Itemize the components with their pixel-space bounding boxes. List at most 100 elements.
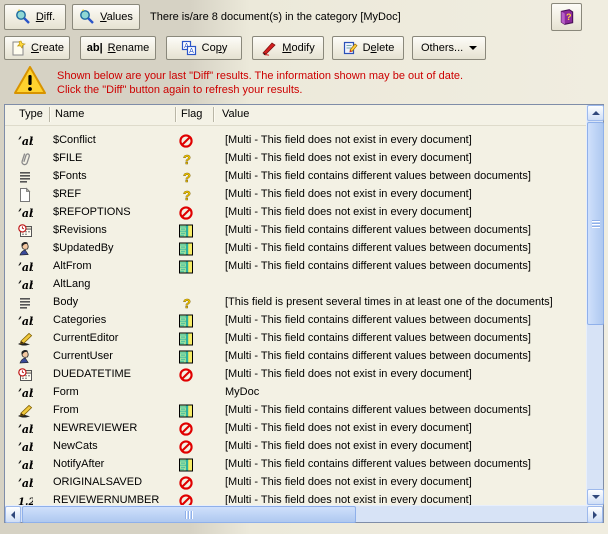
create-button[interactable]: Create bbox=[4, 36, 70, 60]
field-value: [Multi - This field contains different v… bbox=[225, 350, 531, 362]
text-field-icon bbox=[17, 385, 33, 401]
scroll-left-button[interactable] bbox=[5, 506, 21, 523]
red-pen-icon bbox=[261, 40, 277, 56]
field-value: [Multi - This field does not exist in ev… bbox=[225, 152, 472, 164]
text-field-icon bbox=[17, 457, 33, 473]
person-icon bbox=[17, 349, 33, 365]
field-name: Form bbox=[53, 386, 79, 398]
table-row[interactable]: AltFrom [Multi - This field contains dif… bbox=[5, 258, 586, 276]
table-row[interactable]: Categories [Multi - This field contains … bbox=[5, 312, 586, 330]
table-row[interactable]: Body [This field is present several time… bbox=[5, 294, 586, 312]
table-row[interactable]: $Conflict [Multi - This field does not e… bbox=[5, 132, 586, 150]
field-name: $Revisions bbox=[53, 224, 107, 236]
diff-button-label: Diff. bbox=[35, 11, 56, 23]
field-name: Categories bbox=[53, 314, 107, 326]
help-button[interactable] bbox=[551, 3, 582, 31]
table-row[interactable]: DUEDATETIME [Multi - This field does not… bbox=[5, 366, 586, 384]
field-name: ORIGINALSAVED bbox=[53, 476, 143, 488]
flag-different-icon bbox=[179, 314, 193, 328]
field-name: $Fonts bbox=[53, 170, 87, 182]
vertical-scrollbar[interactable] bbox=[586, 105, 604, 505]
text-list-icon bbox=[17, 169, 33, 185]
scroll-up-button[interactable] bbox=[587, 105, 604, 121]
warning-text: Shown below are your last "Diff" results… bbox=[57, 69, 597, 97]
table-row[interactable]: $Revisions [Multi - This field contains … bbox=[5, 222, 586, 240]
flag-different-icon bbox=[179, 242, 193, 256]
warning-icon bbox=[14, 66, 46, 95]
field-name: REVIEWERNUMBER bbox=[53, 494, 160, 505]
others-button-label: Others... bbox=[421, 42, 464, 54]
flag-missing-icon bbox=[179, 440, 193, 454]
flag-different-icon bbox=[179, 260, 193, 274]
field-name: Body bbox=[53, 296, 79, 308]
author-icon bbox=[17, 331, 33, 347]
flag-different-icon bbox=[179, 458, 193, 472]
header-separator bbox=[49, 107, 51, 122]
field-value: [Multi - This field does not exist in ev… bbox=[225, 476, 472, 488]
table-row[interactable]: $REF [Multi - This field does not exist … bbox=[5, 186, 586, 204]
flag-question-icon bbox=[179, 170, 193, 184]
values-button[interactable]: Values bbox=[72, 4, 140, 30]
text-field-icon bbox=[17, 475, 33, 491]
field-value: [Multi - This field contains different v… bbox=[225, 332, 531, 344]
table-row[interactable]: CurrentUser [Multi - This field contains… bbox=[5, 348, 586, 366]
field-value: [Multi - This field does not exist in ev… bbox=[225, 422, 472, 434]
diff-button[interactable]: Diff. bbox=[4, 4, 66, 30]
magnifier-icon bbox=[15, 9, 31, 25]
copy-button[interactable]: Copy bbox=[166, 36, 242, 60]
text-field-icon bbox=[17, 205, 33, 221]
table-row[interactable]: REVIEWERNUMBER [Multi - This field does … bbox=[5, 492, 586, 505]
values-button-label: Values bbox=[100, 11, 133, 23]
others-dropdown-button[interactable]: Others... bbox=[412, 36, 486, 60]
rename-button-label: Rename bbox=[107, 42, 150, 54]
scroll-right-button[interactable] bbox=[587, 506, 603, 523]
rename-button[interactable]: ab| Rename bbox=[80, 36, 156, 60]
table-row[interactable]: $REFOPTIONS [Multi - This field does not… bbox=[5, 204, 586, 222]
field-name: $FILE bbox=[53, 152, 83, 164]
field-value: MyDoc bbox=[225, 386, 260, 398]
field-value: [Multi - This field does not exist in ev… bbox=[225, 134, 472, 146]
horizontal-scrollbar-thumb[interactable] bbox=[22, 506, 356, 523]
field-name: $REF bbox=[53, 188, 82, 200]
field-name: DUEDATETIME bbox=[53, 368, 132, 380]
warning-line-1: Shown below are your last "Diff" results… bbox=[57, 70, 464, 82]
field-value: [Multi - This field does not exist in ev… bbox=[225, 188, 472, 200]
table-row[interactable]: Form MyDoc bbox=[5, 384, 586, 402]
field-value: [Multi - This field contains different v… bbox=[225, 242, 531, 254]
table-row[interactable]: NewCats [Multi - This field does not exi… bbox=[5, 438, 586, 456]
horizontal-scrollbar[interactable] bbox=[5, 505, 603, 523]
table-row[interactable]: $UpdatedBy [Multi - This field contains … bbox=[5, 240, 586, 258]
flag-different-icon bbox=[179, 404, 193, 418]
field-name: $REFOPTIONS bbox=[53, 206, 131, 218]
table-row[interactable]: CurrentEditor [Multi - This field contai… bbox=[5, 330, 586, 348]
modify-button-label: Modify bbox=[282, 42, 315, 54]
delete-button[interactable]: Delete bbox=[332, 36, 404, 60]
header-separator bbox=[213, 107, 215, 122]
header-flag: Flag bbox=[181, 108, 203, 120]
help-book-icon bbox=[558, 8, 576, 26]
warning-line-2: Click the "Diff" button again to refresh… bbox=[57, 84, 303, 96]
scroll-down-button[interactable] bbox=[587, 489, 604, 505]
table-row[interactable]: From [Multi - This field contains differ… bbox=[5, 402, 586, 420]
table-row[interactable]: $FILE [Multi - This field does not exist… bbox=[5, 150, 586, 168]
table-row[interactable]: ORIGINALSAVED [Multi - This field does n… bbox=[5, 474, 586, 492]
flag-different-icon bbox=[179, 350, 193, 364]
magnifier-icon bbox=[79, 9, 95, 25]
flag-missing-icon bbox=[179, 134, 193, 148]
field-name: NotifyAfter bbox=[53, 458, 105, 470]
field-name: NewCats bbox=[53, 440, 98, 452]
header-separator bbox=[175, 107, 177, 122]
document-icon bbox=[17, 187, 33, 203]
table-row[interactable]: AltLang bbox=[5, 276, 586, 294]
text-field-icon bbox=[17, 421, 33, 437]
delete-button-label: Delete bbox=[362, 42, 395, 54]
table-row[interactable]: $Fonts [Multi - This field contains diff… bbox=[5, 168, 586, 186]
field-name: $UpdatedBy bbox=[53, 242, 114, 254]
table-row[interactable]: NEWREVIEWER [Multi - This field does not… bbox=[5, 420, 586, 438]
table-row[interactable]: NotifyAfter [Multi - This field contains… bbox=[5, 456, 586, 474]
flag-missing-icon bbox=[179, 368, 193, 382]
create-document-icon bbox=[10, 40, 26, 56]
flag-question-icon bbox=[179, 152, 193, 166]
modify-button[interactable]: Modify bbox=[252, 36, 324, 60]
vertical-scrollbar-thumb[interactable] bbox=[587, 122, 604, 325]
